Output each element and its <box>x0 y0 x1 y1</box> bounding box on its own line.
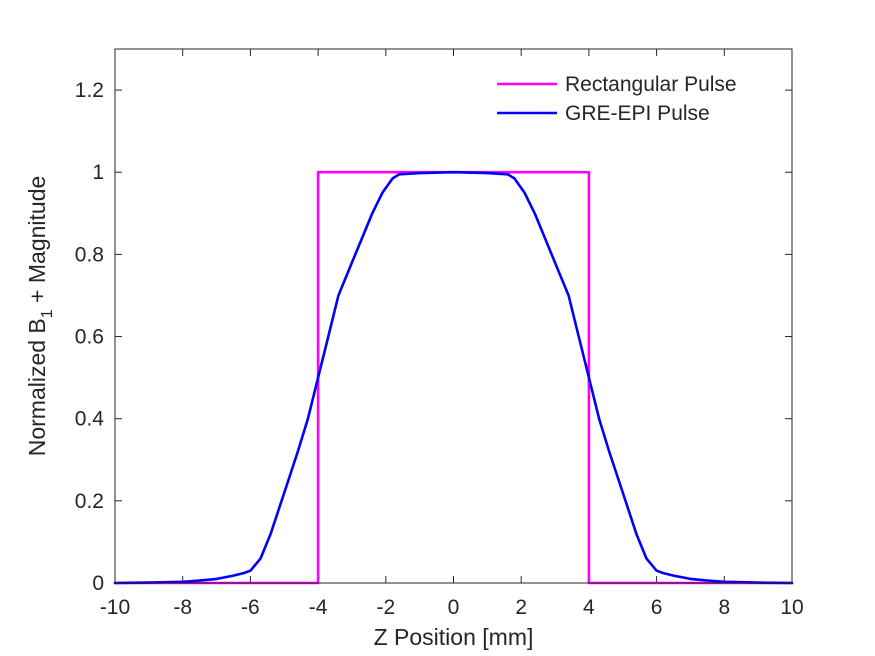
series-line-2 <box>113 170 794 585</box>
ticks-layer <box>114 49 793 584</box>
x-tick-label: 4 <box>583 596 595 619</box>
tick-labels: -10 -8 -6 -4 -2 0 2 4 6 8 10 0 0.2 0.4 0.6 0.8 1 1.2 <box>75 79 804 619</box>
x-tick-label: 2 <box>515 596 527 619</box>
y-axis-label-suffix: + Magnitude <box>24 176 50 310</box>
y-tick-label: 0.2 <box>75 490 104 513</box>
x-tick-label: 10 <box>780 596 803 619</box>
legend-label: Rectangular Pulse <box>565 73 737 96</box>
x-tick-label: -8 <box>173 596 192 619</box>
y-tick-label: 1 <box>92 161 104 184</box>
y-axis-label: Normalized B1 + Magnitude <box>24 176 56 457</box>
y-tick-label: 0.6 <box>75 326 104 349</box>
series-line-1 <box>113 170 794 585</box>
x-tick-label: -6 <box>241 596 260 619</box>
series-layer <box>113 170 794 585</box>
x-tick-label: 8 <box>718 596 730 619</box>
legend: Rectangular Pulse GRE-EPI Pulse <box>497 73 737 125</box>
x-tick-label: 0 <box>448 596 460 619</box>
x-tick-label: 6 <box>651 596 663 619</box>
legend-label: GRE-EPI Pulse <box>565 102 710 125</box>
y-axis-label-subscript: 1 <box>39 309 56 318</box>
x-axis-label: Z Position [mm] <box>374 624 534 650</box>
y-tick-label: 1.2 <box>75 79 104 102</box>
y-axis-label-main: Normalized B <box>24 318 50 456</box>
y-tick-label: 0.8 <box>75 243 104 266</box>
x-tick-label: -2 <box>376 596 395 619</box>
axes-box <box>114 48 793 584</box>
y-tick-label: 0 <box>92 572 104 595</box>
x-tick-label: -10 <box>100 596 130 619</box>
x-tick-label: -4 <box>309 596 328 619</box>
y-tick-label: 0.4 <box>75 408 105 431</box>
